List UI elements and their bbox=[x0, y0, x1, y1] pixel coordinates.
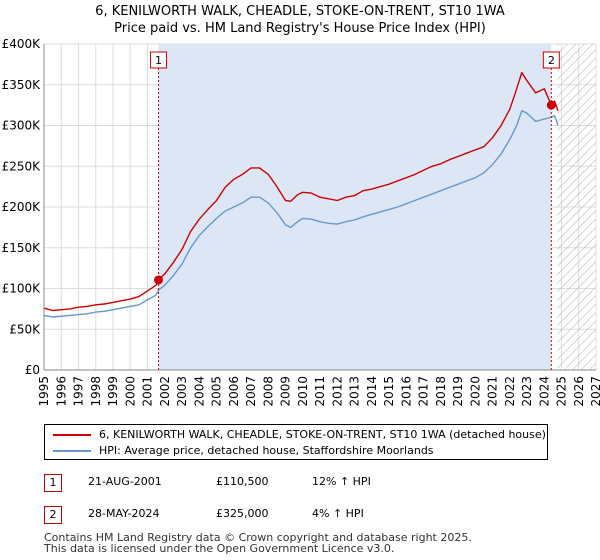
x-tick-label: 2007 bbox=[244, 376, 258, 407]
y-tick-label: £100K bbox=[2, 282, 42, 296]
sale-badge: 1 bbox=[44, 474, 62, 492]
x-tick-label: 2010 bbox=[296, 376, 310, 407]
legend-swatch-property bbox=[53, 434, 91, 436]
y-tick-label: £50K bbox=[9, 322, 41, 336]
legend-item-property: 6, KENILWORTH WALK, CHEADLE, STOKE-ON-TR… bbox=[53, 427, 546, 443]
x-tick-label: 2008 bbox=[261, 376, 275, 407]
x-tick-label: 2024 bbox=[537, 376, 551, 407]
sale-marker-box bbox=[542, 51, 560, 69]
property-price-line bbox=[44, 71, 559, 312]
y-tick-label: £250K bbox=[2, 159, 42, 173]
y-tick-label: £350K bbox=[2, 78, 42, 92]
x-tick-label: 1997 bbox=[72, 376, 86, 407]
y-tick-label: £300K bbox=[2, 119, 42, 133]
x-tick-label: 2026 bbox=[572, 376, 586, 407]
x-tick-label: 2021 bbox=[486, 376, 500, 407]
y-tick-label: £400K bbox=[2, 37, 42, 51]
legend: 6, KENILWORTH WALK, CHEADLE, STOKE-ON-TR… bbox=[44, 424, 548, 460]
x-tick-label: 2004 bbox=[192, 376, 206, 407]
ownership-shade bbox=[158, 44, 552, 370]
x-tick-label: 2025 bbox=[555, 376, 569, 407]
x-tick-label: 1995 bbox=[37, 376, 51, 407]
x-tick-label: 2014 bbox=[365, 376, 379, 407]
chart-title: 6, KENILWORTH WALK, CHEADLE, STOKE-ON-TR… bbox=[95, 4, 505, 19]
sale-date: 21-AUG-2001 bbox=[88, 475, 162, 488]
sale-row: 2 28-MAY-2024 £325,000 4% ↑ HPI bbox=[44, 506, 564, 524]
sale-row: 1 21-AUG-2001 £110,500 12% ↑ HPI bbox=[44, 474, 564, 492]
footer: Contains HM Land Registry data © Crown c… bbox=[44, 532, 472, 554]
x-tick-label: 2001 bbox=[141, 376, 155, 407]
x-tick-label: 2017 bbox=[417, 376, 431, 407]
chart-subtitle: Price paid vs. HM Land Registry's House … bbox=[114, 21, 486, 36]
x-tick-label: 2027 bbox=[589, 376, 600, 407]
y-tick-label: £200K bbox=[2, 200, 42, 214]
x-tick-label: 2018 bbox=[434, 376, 448, 407]
x-tick-label: 2020 bbox=[468, 376, 482, 407]
sale-price: £110,500 bbox=[216, 475, 269, 488]
x-tick-label: 2019 bbox=[451, 376, 465, 407]
sale-marker-label: 2 bbox=[548, 54, 555, 67]
x-tick-label: 1996 bbox=[54, 376, 68, 407]
sale-badge: 2 bbox=[44, 506, 62, 524]
x-tick-label: 2005 bbox=[210, 376, 224, 407]
footer-copyright: Contains HM Land Registry data © Crown c… bbox=[44, 531, 472, 544]
x-tick-label: 1999 bbox=[106, 376, 120, 407]
x-tick-label: 2012 bbox=[330, 376, 344, 407]
sale-point bbox=[154, 275, 164, 285]
legend-swatch-hpi bbox=[53, 450, 91, 452]
forecast-hatch bbox=[557, 44, 596, 370]
footer-licence: This data is licensed under the Open Gov… bbox=[44, 542, 395, 555]
sale-hpi-change: 12% ↑ HPI bbox=[312, 475, 371, 488]
sale-marker-box bbox=[150, 51, 168, 69]
hpi-line bbox=[44, 110, 559, 318]
x-tick-label: 2009 bbox=[279, 376, 293, 407]
sale-point bbox=[546, 100, 556, 110]
x-tick-label: 2013 bbox=[348, 376, 362, 407]
price-chart: 1 2 £0 £50K £100K £150K £200K £250K £300K £350K £… bbox=[2, 37, 600, 407]
x-tick-label: 2011 bbox=[313, 376, 327, 407]
x-tick-label: 2015 bbox=[382, 376, 396, 407]
legend-item-hpi: HPI: Average price, detached house, Staf… bbox=[53, 443, 434, 459]
legend-label-hpi: HPI: Average price, detached house, Staf… bbox=[99, 444, 434, 457]
x-tick-label: 2003 bbox=[175, 376, 189, 407]
sale-marker-label: 1 bbox=[155, 54, 162, 67]
x-tick-label: 2022 bbox=[503, 376, 517, 407]
y-tick-label: £150K bbox=[2, 241, 42, 255]
x-tick-label: 2000 bbox=[123, 376, 137, 407]
legend-label-property: 6, KENILWORTH WALK, CHEADLE, STOKE-ON-TR… bbox=[99, 428, 546, 441]
sale-hpi-change: 4% ↑ HPI bbox=[312, 507, 364, 520]
x-tick-label: 1998 bbox=[89, 376, 103, 407]
x-tick-label: 2023 bbox=[520, 376, 534, 407]
y-tick-label: £0 bbox=[25, 363, 40, 377]
x-tick-label: 2006 bbox=[227, 376, 241, 407]
x-tick-label: 2016 bbox=[399, 376, 413, 407]
x-tick-label: 2002 bbox=[158, 376, 172, 407]
sale-date: 28-MAY-2024 bbox=[88, 507, 160, 520]
sale-price: £325,000 bbox=[216, 507, 269, 520]
